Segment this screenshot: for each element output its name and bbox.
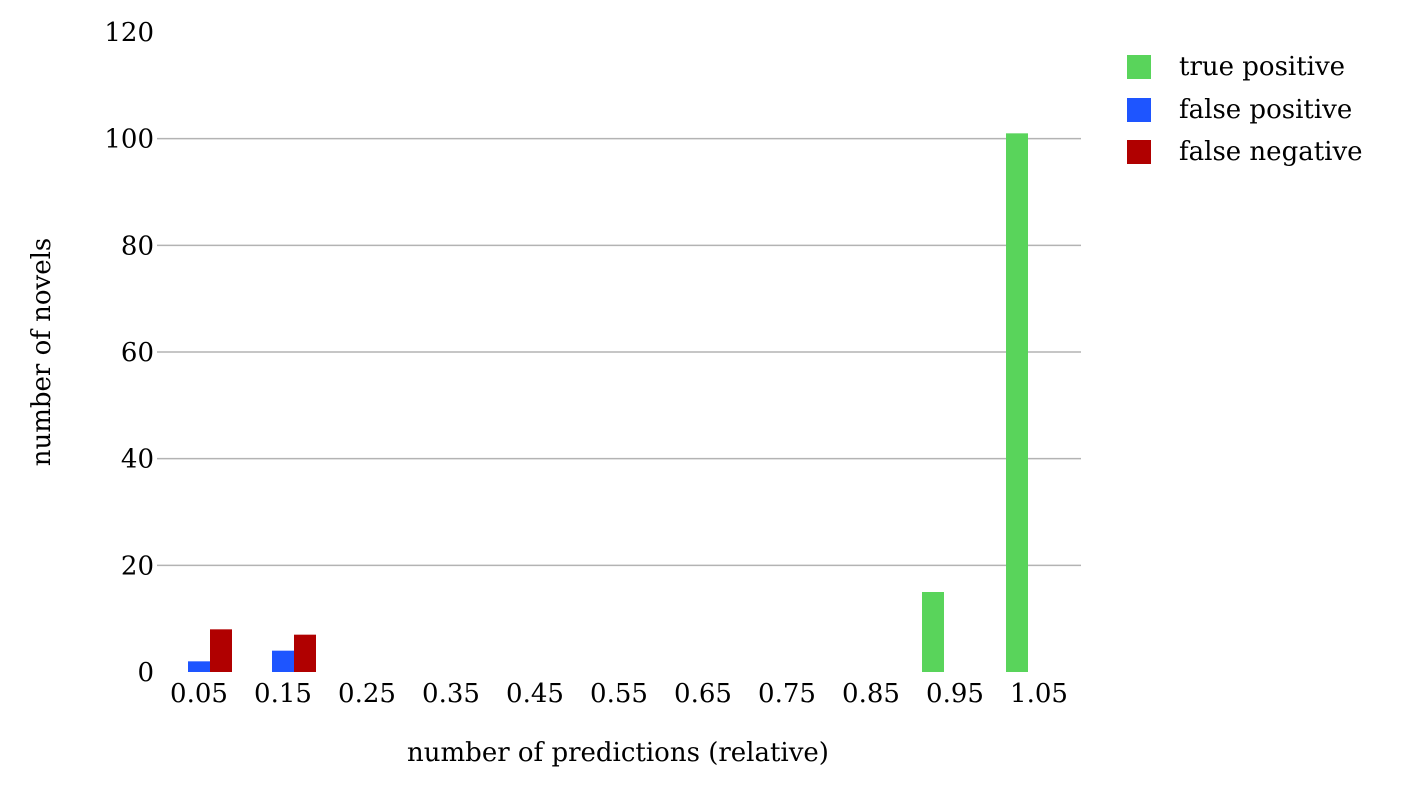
x-tick-label: 0.65 xyxy=(674,679,732,709)
legend-swatch-false-positive xyxy=(1127,97,1151,122)
x-tick-label: 0.25 xyxy=(338,679,396,709)
bar xyxy=(210,629,232,672)
legend-item-false-negative: false negative xyxy=(1127,131,1363,174)
bars xyxy=(188,133,1028,673)
legend-item-false-positive: false positive xyxy=(1127,89,1363,132)
legend-swatch-false-negative xyxy=(1127,140,1151,165)
legend: true positive false positive false negat… xyxy=(1127,46,1363,174)
legend-label: false positive xyxy=(1179,94,1353,125)
y-tick-labels: 0 20 40 60 80 100 120 xyxy=(104,18,154,688)
x-tick-label: 0.05 xyxy=(170,679,228,709)
y-tick-label: 0 xyxy=(137,658,154,688)
y-tick-label: 20 xyxy=(121,551,154,581)
bar xyxy=(1006,133,1028,673)
legend-item-true-positive: true positive xyxy=(1127,46,1363,89)
y-tick-label: 40 xyxy=(121,445,154,475)
y-axis-label: number of novels xyxy=(27,238,57,467)
y-tick-label: 60 xyxy=(121,338,154,368)
bar xyxy=(922,592,944,672)
x-tick-labels: 0.05 0.15 0.25 0.35 0.45 0.55 0.65 0.75 0.85 0.95… xyxy=(170,679,1068,709)
gridlines xyxy=(157,137,1081,567)
x-tick-label: 1.05 xyxy=(1010,679,1068,709)
x-tick-label: 0.15 xyxy=(254,679,312,709)
bar xyxy=(294,634,316,672)
y-tick-label: 100 xyxy=(104,125,154,155)
legend-swatch-true-positive xyxy=(1127,55,1151,80)
x-tick-label: 0.75 xyxy=(758,679,816,709)
legend-label: false negative xyxy=(1179,137,1363,168)
x-tick-label: 0.85 xyxy=(842,679,900,709)
x-tick-label: 0.95 xyxy=(926,679,984,709)
bar xyxy=(272,650,294,672)
x-tick-label: 0.45 xyxy=(506,679,564,709)
y-tick-label: 120 xyxy=(104,18,154,48)
legend-label: true positive xyxy=(1179,52,1346,83)
x-tick-label: 0.35 xyxy=(422,679,480,709)
y-tick-label: 80 xyxy=(121,231,154,261)
bar xyxy=(188,661,210,672)
x-tick-label: 0.55 xyxy=(590,679,648,709)
x-axis-label: number of predictions (relative) xyxy=(407,738,829,768)
